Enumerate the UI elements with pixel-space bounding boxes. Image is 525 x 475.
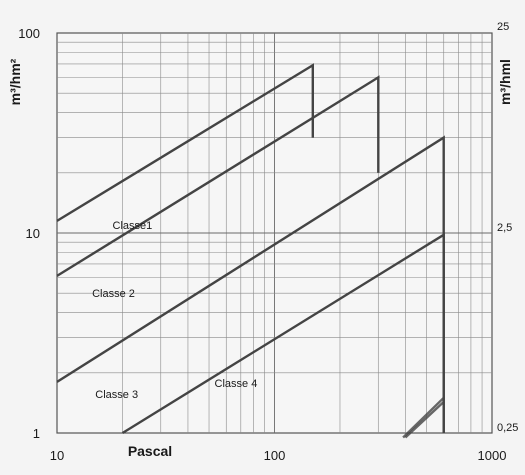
series-line-4 xyxy=(121,232,445,435)
extra-segment-1 xyxy=(402,396,445,439)
x-axis-title: Pascal xyxy=(128,443,172,459)
grid xyxy=(56,32,493,434)
y-axis-title-left: m³/hm² xyxy=(7,58,23,105)
series-label-1: Classe1 xyxy=(113,220,153,232)
right-tick-label: 0,25 xyxy=(497,422,518,434)
y-tick-label: 10 xyxy=(26,226,40,241)
y-axis-title-right: m³/hml xyxy=(497,59,513,105)
series-label-2: Classe 2 xyxy=(92,288,135,300)
y-tick-label: 100 xyxy=(18,26,40,41)
right-tick-label: 25 xyxy=(497,21,509,33)
series-label-3: Classe 3 xyxy=(95,389,138,401)
extra-segment-2 xyxy=(404,401,445,439)
x-tick-label: 100 xyxy=(264,448,286,463)
y-tick-label: 1 xyxy=(33,426,40,441)
right-tick-label: 2,5 xyxy=(497,222,512,234)
series-line-1 xyxy=(56,63,314,222)
x-tick-label: 1000 xyxy=(478,448,507,463)
series-label-4: Classe 4 xyxy=(215,378,258,390)
series-line-2 xyxy=(56,75,380,277)
series-group xyxy=(56,63,445,439)
x-tick-label: 10 xyxy=(50,448,64,463)
